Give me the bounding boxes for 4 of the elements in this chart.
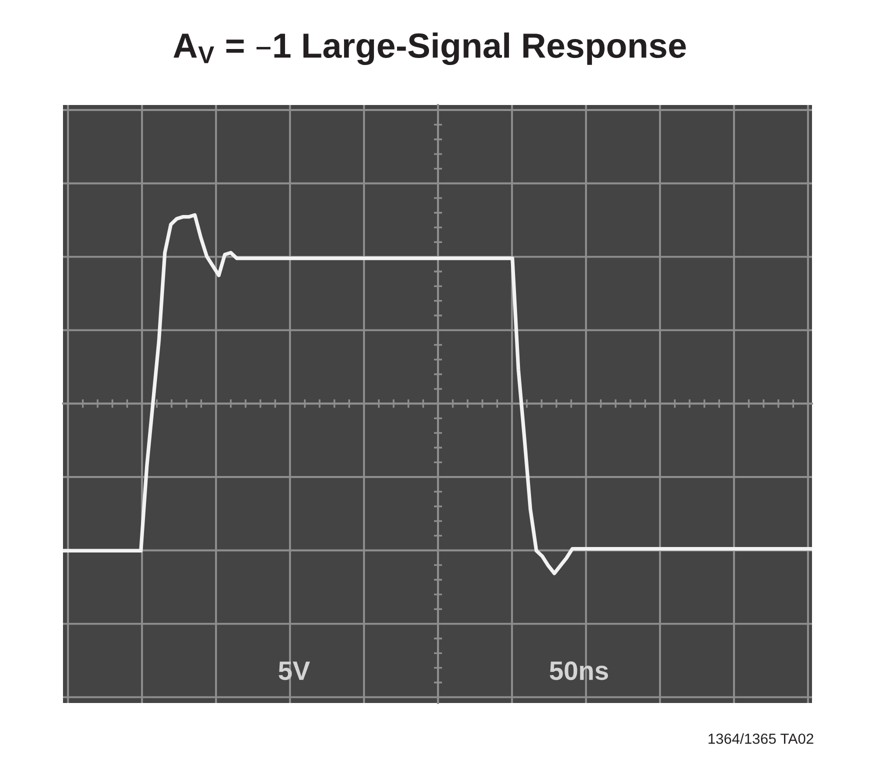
chart-title: A$_{V}$ = –1 Large-Signal Response	[174, 32, 686, 66]
text: 1364/1365 TA02	[708, 733, 814, 744]
text: 50ns	[550, 661, 608, 680]
text: 5V	[278, 662, 310, 680]
